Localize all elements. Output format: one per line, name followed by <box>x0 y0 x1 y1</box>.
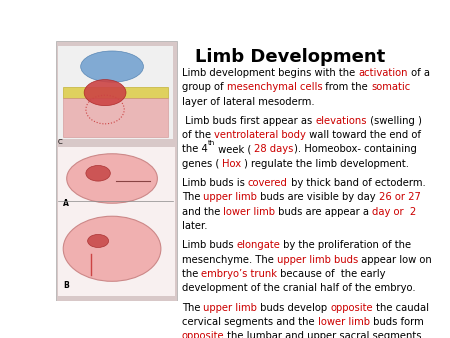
Text: The: The <box>182 303 203 313</box>
Text: Limb buds first appear as: Limb buds first appear as <box>182 116 315 126</box>
Text: somatic: somatic <box>371 82 410 92</box>
Text: the 4: the 4 <box>182 144 207 154</box>
Text: the lumbar and upper sacral segments.: the lumbar and upper sacral segments. <box>225 331 425 338</box>
Text: opposite: opposite <box>182 331 225 338</box>
Text: mesenchymal cells: mesenchymal cells <box>226 82 322 92</box>
Text: day or  2: day or 2 <box>373 207 417 217</box>
Text: ) regulate the limb development.: ) regulate the limb development. <box>244 159 410 169</box>
Text: appear low on: appear low on <box>358 255 432 265</box>
Text: ventrolateral body: ventrolateral body <box>214 130 306 140</box>
Text: from the: from the <box>322 82 371 92</box>
Text: ). Homeobox- containing: ). Homeobox- containing <box>293 144 416 154</box>
Text: 28 days: 28 days <box>254 144 293 154</box>
Text: and the: and the <box>182 207 223 217</box>
Polygon shape <box>63 98 168 137</box>
Text: 26 or 27: 26 or 27 <box>379 192 421 202</box>
Text: by thick band of ectoderm.: by thick band of ectoderm. <box>288 178 425 188</box>
Text: embryo’s trunk: embryo’s trunk <box>201 269 277 279</box>
Text: lower limb: lower limb <box>223 207 275 217</box>
Text: C: C <box>58 140 63 145</box>
Text: buds are visible by day: buds are visible by day <box>257 192 379 202</box>
FancyBboxPatch shape <box>58 147 175 296</box>
Text: of the: of the <box>182 130 214 140</box>
Text: buds are appear a: buds are appear a <box>275 207 373 217</box>
Text: by the proliferation of the: by the proliferation of the <box>280 240 412 250</box>
Text: later.: later. <box>182 221 207 231</box>
Text: elongate: elongate <box>237 240 280 250</box>
Ellipse shape <box>88 235 108 247</box>
Text: of a: of a <box>408 68 430 78</box>
Ellipse shape <box>81 51 144 82</box>
Text: because of  the early: because of the early <box>277 269 386 279</box>
Text: A: A <box>63 199 69 208</box>
Ellipse shape <box>63 216 161 281</box>
FancyBboxPatch shape <box>58 46 173 140</box>
Text: mesenchyme. The: mesenchyme. The <box>182 255 277 265</box>
Ellipse shape <box>86 166 110 181</box>
Text: buds develop: buds develop <box>257 303 331 313</box>
Text: Limb development begins with the: Limb development begins with the <box>182 68 358 78</box>
Text: layer of lateral mesoderm.: layer of lateral mesoderm. <box>182 97 315 106</box>
Text: Hox: Hox <box>222 159 244 169</box>
Text: (swelling ): (swelling ) <box>367 116 422 126</box>
Text: buds form: buds form <box>369 317 423 327</box>
Text: week (: week ( <box>215 144 254 154</box>
Text: elevations: elevations <box>315 116 367 126</box>
Text: Limb buds: Limb buds <box>182 240 237 250</box>
Text: The: The <box>182 192 203 202</box>
Text: lower limb: lower limb <box>318 317 369 327</box>
Ellipse shape <box>67 154 158 203</box>
Text: the caudal: the caudal <box>373 303 429 313</box>
Ellipse shape <box>84 80 126 106</box>
Text: the: the <box>182 269 201 279</box>
Text: cervical segments and the: cervical segments and the <box>182 317 318 327</box>
Text: wall toward the end of: wall toward the end of <box>306 130 421 140</box>
Text: activation: activation <box>358 68 408 78</box>
Text: upper limb: upper limb <box>203 192 257 202</box>
Text: Limb Development: Limb Development <box>195 48 385 66</box>
Text: opposite: opposite <box>331 303 373 313</box>
Text: upper limb buds: upper limb buds <box>277 255 358 265</box>
Text: upper limb: upper limb <box>203 303 257 313</box>
Text: covered: covered <box>248 178 288 188</box>
Text: B: B <box>63 281 69 290</box>
Text: th: th <box>207 140 215 146</box>
Text: genes (: genes ( <box>182 159 222 169</box>
Polygon shape <box>63 88 168 98</box>
Text: group of: group of <box>182 82 226 92</box>
Text: Limb buds is: Limb buds is <box>182 178 248 188</box>
Text: development of the cranial half of the embryo.: development of the cranial half of the e… <box>182 283 415 293</box>
FancyBboxPatch shape <box>56 41 176 301</box>
